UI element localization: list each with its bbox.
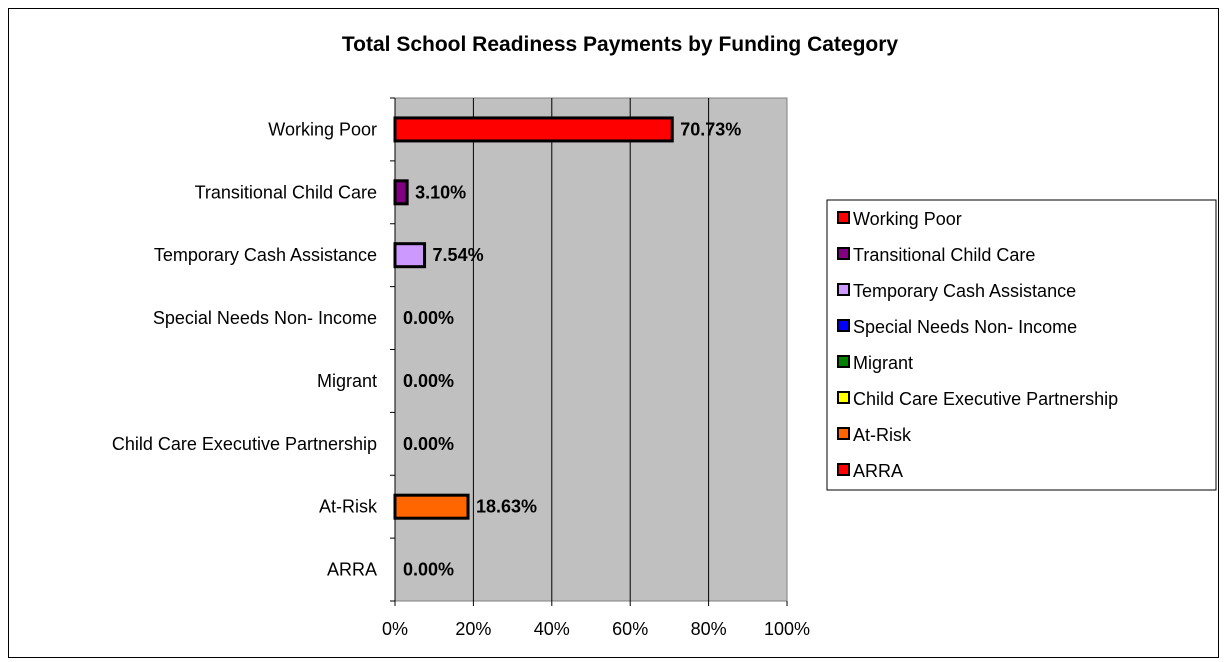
bar xyxy=(393,116,674,143)
data-label: 7.54% xyxy=(433,245,484,265)
data-label: 18.63% xyxy=(476,497,537,517)
category-label: Transitional Child Care xyxy=(195,182,377,202)
category-label: At-Risk xyxy=(319,497,378,517)
bar xyxy=(393,493,470,520)
category-labels: Working Poor Transitional Child Care Tempo… xyxy=(112,119,378,579)
legend-swatch xyxy=(837,355,850,368)
category-label: Child Care Executive Partnership xyxy=(112,434,377,454)
data-label: 0.00% xyxy=(403,371,454,391)
legend-label: At-Risk xyxy=(853,425,912,445)
legend-swatch xyxy=(837,247,850,260)
data-label: 0.00% xyxy=(403,308,454,328)
x-tick-label: 60% xyxy=(612,619,648,639)
legend-swatch xyxy=(837,319,850,332)
category-label: Migrant xyxy=(317,371,377,391)
data-label: 70.73% xyxy=(680,119,741,139)
legend-label: Child Care Executive Partnership xyxy=(853,389,1118,409)
legend-label: ARRA xyxy=(853,461,903,481)
bars xyxy=(393,116,674,520)
x-tick-label: 0% xyxy=(382,619,408,639)
category-label: Temporary Cash Assistance xyxy=(154,245,377,265)
legend-label: Working Poor xyxy=(853,209,962,229)
legend-label: Temporary Cash Assistance xyxy=(853,281,1076,301)
chart-title: Total School Readiness Payments by Fundi… xyxy=(342,33,899,56)
data-label: 0.00% xyxy=(403,560,454,580)
x-tick-label: 40% xyxy=(534,619,570,639)
category-label: Working Poor xyxy=(268,119,377,139)
legend-label: Special Needs Non- Income xyxy=(853,317,1077,337)
legend-swatch xyxy=(837,463,850,476)
legend-box xyxy=(826,199,1217,491)
x-tick-label: 100% xyxy=(764,619,810,639)
data-label: 0.00% xyxy=(403,434,454,454)
category-label: ARRA xyxy=(327,560,377,580)
data-label: 3.10% xyxy=(415,182,466,202)
bar xyxy=(393,242,427,269)
legend-swatch xyxy=(837,211,850,224)
x-tick-label: 20% xyxy=(455,619,491,639)
plot-area xyxy=(394,97,788,602)
x-axis-ticks: 0% 20% 40% 60% 80% 100% xyxy=(382,601,810,639)
legend: Working Poor Transitional Child Care Tempo… xyxy=(826,199,1217,491)
x-tick-label: 80% xyxy=(691,619,727,639)
legend-label: Transitional Child Care xyxy=(853,245,1035,265)
data-labels: 70.73% 3.10% 7.54% 0.00% 0.00% 0.00% 18.63% 0.0… xyxy=(403,119,741,579)
legend-label: Migrant xyxy=(853,353,913,373)
legend-swatch xyxy=(837,391,850,404)
legend-swatch xyxy=(837,427,850,440)
category-label: Special Needs Non- Income xyxy=(153,308,377,328)
bar xyxy=(393,179,409,206)
legend-swatch xyxy=(837,283,850,296)
